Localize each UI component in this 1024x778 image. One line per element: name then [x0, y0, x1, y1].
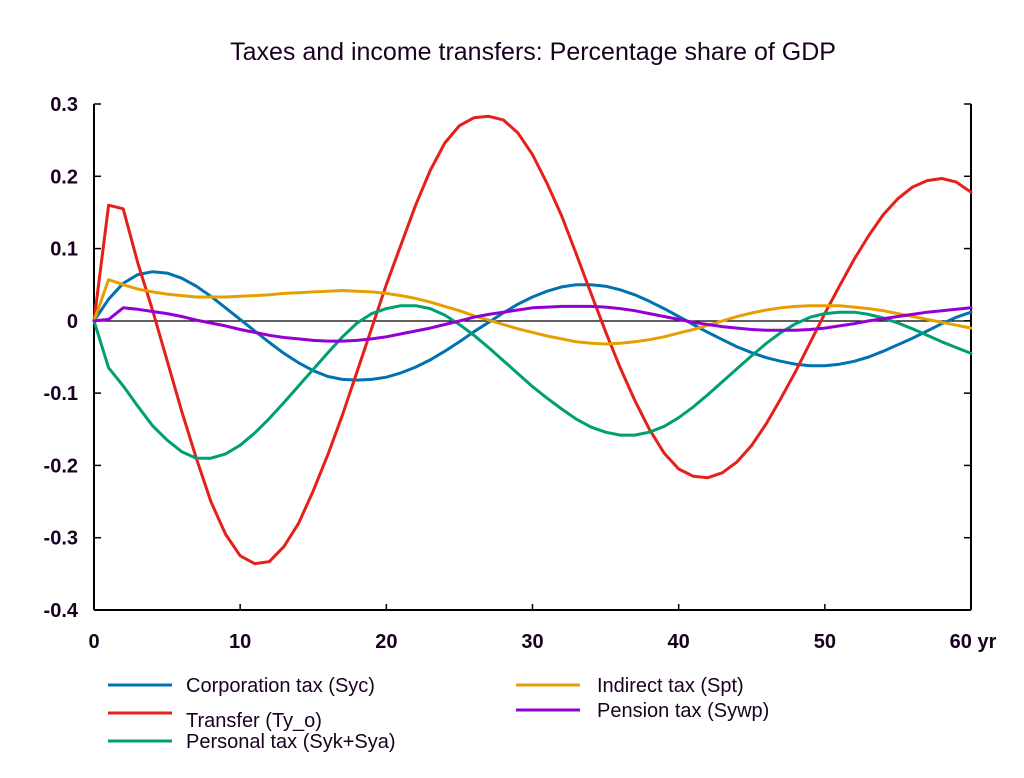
legend-item: Indirect tax (Spt)	[516, 675, 744, 697]
x-tick-label: 30	[521, 631, 543, 653]
y-tick-label: 0.2	[50, 166, 78, 188]
x-tick-label: 0	[88, 631, 99, 653]
y-tick-label: 0	[67, 311, 78, 333]
series-line-indirect-tax-spt	[92, 278, 973, 346]
x-tick-label: 40	[668, 631, 690, 653]
legend: Corporation tax (Syc) Transfer (Ty_o)Pers…	[108, 675, 769, 753]
legend-label: Corporation tax (Syc)	[186, 675, 375, 697]
legend-item: Personal tax (Syk+Sya)	[108, 731, 396, 753]
legend-label: Personal tax (Syk+Sya)	[186, 731, 396, 753]
y-tick-label: -0.2	[44, 455, 78, 477]
y-tick-label: 0.1	[50, 239, 78, 261]
x-tick-label: 10	[229, 631, 251, 653]
legend-label: Transfer (Ty_o)	[186, 710, 322, 732]
legend-item: Transfer (Ty_o)	[108, 710, 322, 732]
x-tick-label: 50	[814, 631, 836, 653]
legend-label: Indirect tax (Spt)	[597, 675, 744, 697]
legend-item: Corporation tax (Syc)	[108, 675, 375, 697]
legend-label: Pension tax (Sywp)	[597, 700, 769, 722]
y-ticks: 0.3 0.2 0.1 0 -0.1 -0.2 -0.3 -0.4	[44, 94, 971, 622]
x-ticks: 0 10 20 30 40 50 60 yr	[88, 604, 997, 653]
chart-title: Taxes and income transfers: Percentage s…	[230, 38, 836, 66]
y-tick-label: -0.4	[44, 600, 79, 622]
series-line-personal-tax-syk-sya	[92, 304, 973, 460]
y-tick-label: -0.1	[44, 383, 78, 405]
legend-item: Pension tax (Sywp)	[516, 700, 769, 722]
y-tick-label: 0.3	[50, 94, 78, 116]
x-tick-label: 60 yr	[950, 631, 997, 653]
series-line-corporation-tax-syc	[92, 270, 973, 382]
y-tick-label: -0.3	[44, 528, 78, 550]
x-tick-label: 20	[375, 631, 397, 653]
series-line-pension-tax-sywp	[92, 304, 973, 343]
series-layer	[92, 114, 973, 566]
